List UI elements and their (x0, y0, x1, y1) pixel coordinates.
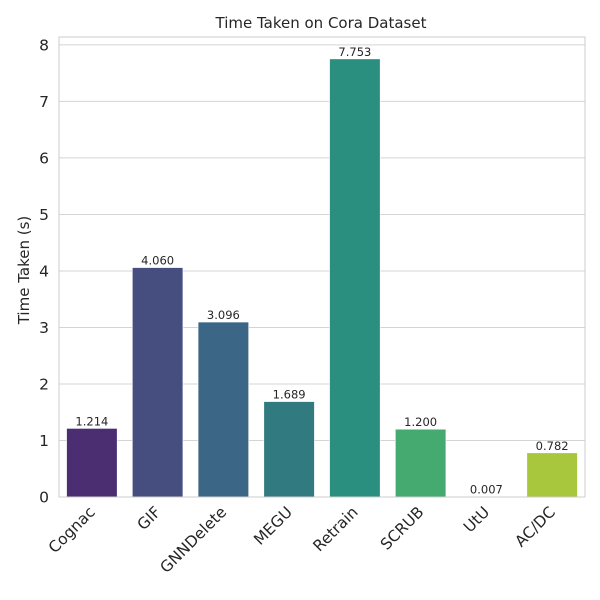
x-tick-label: UtU (460, 503, 493, 536)
data-label: 1.214 (75, 414, 108, 428)
y-ticks: 0 1 2 3 4 5 6 7 8 (39, 36, 49, 506)
bar-megu (263, 401, 315, 498)
data-label: 0.007 (470, 483, 503, 497)
bars (66, 58, 578, 498)
bar-scrub (395, 428, 447, 498)
data-label: 3.096 (207, 308, 240, 322)
y-tick-label: 8 (39, 36, 49, 54)
y-tick-label: 6 (39, 149, 49, 167)
bar-ac-dc (526, 452, 578, 498)
x-tick-label: MEGU (250, 503, 296, 549)
y-tick-label: 7 (39, 93, 49, 111)
bar-gnndelete (197, 321, 249, 498)
x-tick-label: GNNDelete (157, 503, 231, 577)
x-tick-label: Cognac (45, 503, 99, 557)
y-tick-label: 3 (39, 319, 49, 337)
data-label: 7.753 (338, 45, 371, 59)
x-tick-label: Retrain (310, 503, 362, 555)
data-label: 0.782 (536, 439, 569, 453)
bar-cognac (66, 428, 118, 498)
data-labels: 1.214 4.060 3.096 1.689 7.753 1.200 0.007 0.782 (75, 45, 568, 497)
data-label: 1.689 (273, 388, 306, 402)
y-tick-label: 5 (39, 206, 49, 224)
y-tick-label: 2 (39, 375, 49, 393)
data-label: 1.200 (404, 415, 437, 429)
y-tick-label: 1 (39, 432, 49, 450)
y-tick-label: 0 (39, 489, 49, 507)
bar-retrain (329, 58, 381, 498)
x-tick-label: AC/DC (511, 503, 558, 550)
plot-frame (58, 36, 586, 498)
data-label: 4.060 (141, 254, 174, 268)
x-tick-label: GIF (134, 503, 165, 534)
bar-gif (132, 267, 184, 498)
chart-title: Time Taken on Cora Dataset (215, 14, 427, 32)
y-axis-label: Time Taken (s) (15, 216, 33, 326)
x-tick-label: SCRUB (377, 503, 428, 554)
y-tick-label: 4 (39, 262, 49, 280)
